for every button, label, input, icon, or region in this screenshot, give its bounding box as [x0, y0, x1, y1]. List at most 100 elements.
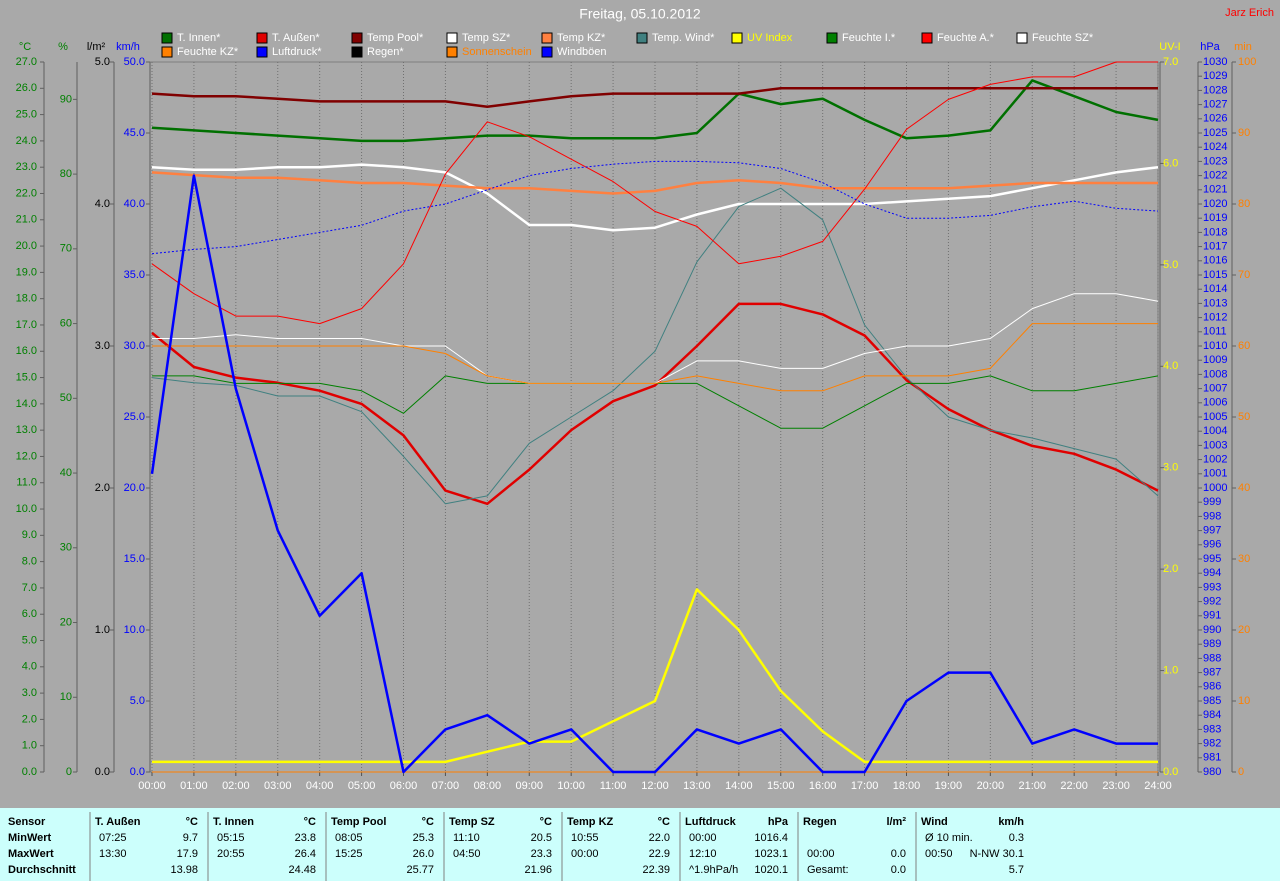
- series-line: [152, 323, 1158, 392]
- cell-time: 20:55: [217, 848, 245, 860]
- legend-swatch: [446, 46, 458, 58]
- cell-value: 1020.1: [754, 864, 788, 876]
- y-tick-label: 90: [60, 93, 72, 105]
- y-tick-label: 50.0: [124, 56, 145, 68]
- y-tick-label: 1021: [1203, 184, 1227, 196]
- y-tick-label: 2.0: [1163, 563, 1178, 575]
- y-tick-label: 6.0: [1163, 157, 1178, 169]
- block-name: Temp KZ: [567, 816, 614, 828]
- y-tick-label: 992: [1203, 596, 1221, 608]
- y-tick-label: 1022: [1203, 170, 1227, 182]
- x-tick-label: 10:00: [557, 780, 585, 792]
- y-tick-label: 0.0: [22, 766, 37, 778]
- x-tick-label: 03:00: [264, 780, 292, 792]
- y-tick-label: 8.0: [22, 556, 37, 568]
- legend-swatch: [1016, 32, 1028, 44]
- y-tick-label: 1.0: [1163, 664, 1178, 676]
- y-tick-label: 27.0: [16, 56, 37, 68]
- y-tick-label: 7.0: [1163, 56, 1178, 68]
- y-tick-label: 1008: [1203, 368, 1227, 380]
- y-tick-label: 16.0: [16, 345, 37, 357]
- y-tick-label: 993: [1203, 581, 1221, 593]
- stats-table-bg: [0, 808, 1280, 881]
- legend-swatch: [921, 32, 933, 44]
- y-tick-label: 985: [1203, 695, 1221, 707]
- y-tick-label: 1014: [1203, 283, 1227, 295]
- legend-label: UV Index: [747, 32, 793, 44]
- series-line: [151, 79, 1159, 143]
- y-tick-label: 1010: [1203, 340, 1227, 352]
- y-tick-label: 100: [1238, 56, 1256, 68]
- y-tick-label: 1011: [1203, 326, 1227, 338]
- y-tick-label: 80: [1238, 198, 1250, 210]
- x-tick-label: 00:00: [138, 780, 166, 792]
- y-tick-label: 1013: [1203, 297, 1227, 309]
- y-tick-label: 1025: [1203, 127, 1227, 139]
- legend-swatch: [161, 46, 173, 58]
- legend-label: Regen*: [367, 46, 404, 58]
- y-tick-label: 10: [60, 691, 72, 703]
- y-tick-label: 994: [1203, 567, 1221, 579]
- legend-label: Temp SZ*: [462, 32, 511, 44]
- legend-label: Temp. Wind*: [652, 32, 715, 44]
- y-tick-label: 999: [1203, 496, 1221, 508]
- y-tick-label: 35.0: [124, 269, 145, 281]
- y-tick-label: 20: [1238, 624, 1250, 636]
- legend-swatch: [826, 32, 838, 44]
- y-tick-label: 1028: [1203, 84, 1227, 96]
- block-unit: °C: [186, 816, 198, 828]
- y-tick-label: 14.0: [16, 398, 37, 410]
- y-tick-label: 15.0: [16, 371, 37, 383]
- cell-time: 05:15: [217, 832, 245, 844]
- y-tick-label: 19.0: [16, 266, 37, 278]
- y-tick-label: 1004: [1203, 425, 1227, 437]
- row-label: Durchschnitt: [8, 864, 76, 876]
- y-tick-label: 997: [1203, 525, 1221, 537]
- cell-time: 11:10: [453, 832, 480, 844]
- legend-swatch: [636, 32, 648, 44]
- y-tick-label: 0.0: [130, 766, 145, 778]
- cell-value: 22.0: [649, 832, 670, 844]
- cell-time: 07:25: [99, 832, 127, 844]
- cell-time: 12:10: [689, 848, 717, 860]
- y-tick-label: 40: [60, 467, 72, 479]
- y-tick-label: 4.0: [95, 198, 110, 210]
- y-tick-label: 989: [1203, 638, 1221, 650]
- block-unit: °C: [422, 816, 434, 828]
- y-tick-label: 1026: [1203, 113, 1227, 125]
- x-tick-label: 04:00: [306, 780, 334, 792]
- y-tick-label: 5.0: [22, 634, 37, 646]
- y-tick-label: 1003: [1203, 439, 1227, 451]
- x-tick-label: 17:00: [851, 780, 879, 792]
- y-tick-label: 988: [1203, 652, 1221, 664]
- legend-swatch: [256, 32, 268, 44]
- y-axis-label: °C: [19, 41, 31, 53]
- y-tick-label: 6.0: [22, 608, 37, 620]
- block-unit: °C: [304, 816, 316, 828]
- row-label: MinWert: [8, 832, 52, 844]
- block-name: Regen: [803, 816, 837, 828]
- block-unit: km/h: [998, 816, 1024, 828]
- y-tick-label: 90: [1238, 127, 1250, 139]
- legend-swatch: [351, 46, 363, 58]
- x-tick-label: 14:00: [725, 780, 753, 792]
- y-tick-label: 60: [60, 317, 72, 329]
- series-line: [151, 160, 1159, 255]
- cell-value: 25.3: [413, 832, 434, 844]
- y-tick-label: 60: [1238, 340, 1250, 352]
- y-tick-label: 1.0: [22, 740, 37, 752]
- y-tick-label: 1000: [1203, 482, 1227, 494]
- x-tick-label: 21:00: [1018, 780, 1046, 792]
- cell-time: ^1.9hPa/h: [689, 864, 738, 876]
- cell-value: 26.0: [413, 848, 434, 860]
- series-line: [151, 87, 1158, 108]
- legend-label: Temp KZ*: [557, 32, 606, 44]
- y-tick-label: 25.0: [124, 411, 145, 423]
- y-tick-label: 1024: [1203, 141, 1227, 153]
- y-axis-label: %: [58, 41, 68, 53]
- y-tick-label: 991: [1203, 610, 1221, 622]
- y-tick-label: 1020: [1203, 198, 1227, 210]
- y-tick-label: 7.0: [22, 582, 37, 594]
